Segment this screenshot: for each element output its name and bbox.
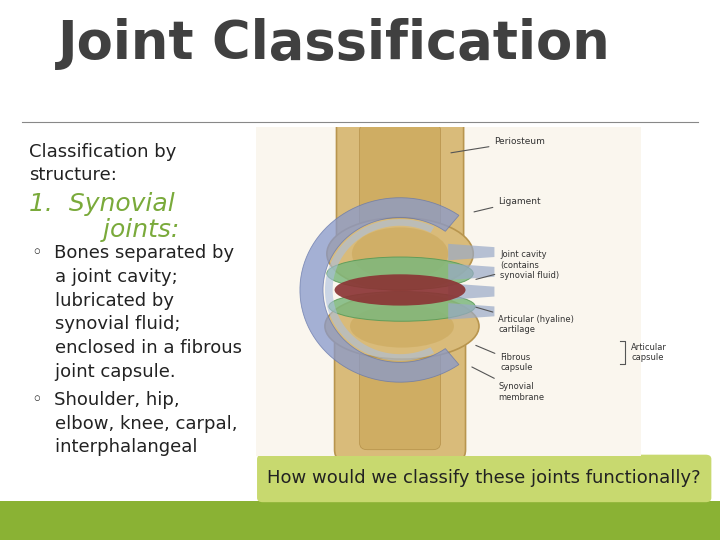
Ellipse shape [327,257,473,290]
Text: synovial fluid;: synovial fluid; [32,315,181,333]
Text: interphalangeal: interphalangeal [32,438,198,456]
Text: Joint Classification: Joint Classification [58,18,611,70]
Polygon shape [300,198,459,382]
FancyBboxPatch shape [257,455,711,502]
Polygon shape [448,264,495,280]
FancyBboxPatch shape [335,318,466,463]
Ellipse shape [325,293,479,359]
Text: enclosed in a fibrous: enclosed in a fibrous [32,339,243,357]
Bar [0,501,720,540]
Text: a joint cavity;: a joint cavity; [32,268,178,286]
Text: ◦  Shoulder, hip,: ◦ Shoulder, hip, [32,391,180,409]
Text: joints:: joints: [63,218,179,241]
FancyBboxPatch shape [336,107,464,272]
Text: Classification by: Classification by [29,143,176,161]
Text: ◦  Bones separated by: ◦ Bones separated by [32,244,235,262]
Text: Ligament: Ligament [474,197,541,212]
Text: Joint cavity
(contains
synovial fluid): Joint cavity (contains synovial fluid) [476,251,559,280]
Polygon shape [325,219,434,361]
Ellipse shape [350,305,454,348]
Ellipse shape [329,292,475,321]
Text: Articular (hyaline)
cartilage: Articular (hyaline) cartilage [476,307,574,334]
Ellipse shape [335,274,466,306]
FancyBboxPatch shape [359,124,441,259]
Text: structure:: structure: [29,166,117,184]
Polygon shape [448,303,495,320]
Text: joint capsule.: joint capsule. [32,363,176,381]
Ellipse shape [327,218,473,290]
Text: How would we classify these joints functionally?: How would we classify these joints funct… [267,469,701,488]
Text: Periosteum: Periosteum [451,137,545,153]
Text: lubricated by: lubricated by [32,292,174,309]
Text: elbow, knee, carpal,: elbow, knee, carpal, [32,415,238,433]
Text: Fibrous
capsule: Fibrous capsule [476,346,533,372]
Text: 1.  Synovial: 1. Synovial [29,192,174,215]
Polygon shape [448,244,495,260]
Ellipse shape [352,227,448,280]
Text: Articular
capsule: Articular capsule [631,343,667,362]
FancyBboxPatch shape [359,331,441,450]
Text: Synovial
membrane: Synovial membrane [472,367,544,402]
Polygon shape [448,284,495,300]
